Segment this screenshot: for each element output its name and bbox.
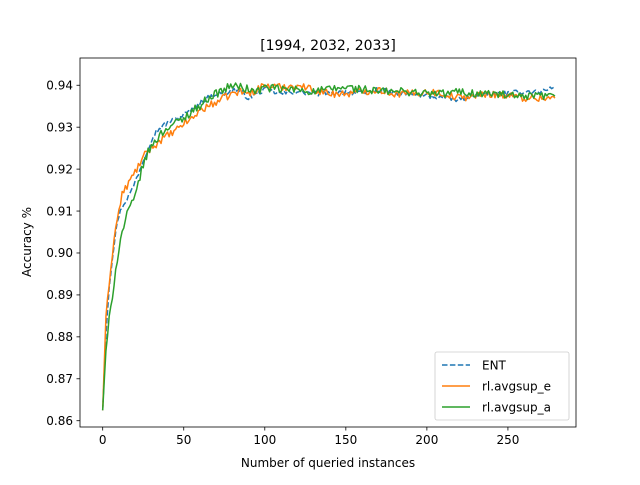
x-tick-label: 50 [176,433,191,447]
legend-box [434,351,570,421]
x-tick-label: 250 [496,433,519,447]
y-tick-label: 0.92 [46,162,73,176]
y-axis-ticks: 0.86 0.87 0.88 0.89 0.90 0.91 0.92 0.93 0.94 [46,78,80,428]
legend-label: rl.avgsup_e [482,379,551,393]
y-tick-label: 0.90 [46,246,73,260]
series-line-ent [101,86,556,411]
series-line-rl-avgsup-a [101,82,556,411]
x-axis-label: Number of queried instances [241,456,415,470]
chart-title: [1994, 2032, 2033] [260,38,396,54]
y-tick-label: 0.88 [46,330,73,344]
x-axis-ticks: 0 50 100 150 200 250 [99,427,519,447]
y-axis-label: Accuracy % [20,207,34,277]
x-tick-label: 200 [415,433,438,447]
plot-frame [79,57,577,428]
x-tick-label: 100 [253,433,276,447]
y-tick-label: 0.86 [46,414,73,428]
y-tick-label: 0.91 [46,204,73,218]
y-tick-label: 0.87 [46,372,73,386]
x-tick-label: 0 [99,433,107,447]
y-tick-label: 0.93 [46,120,73,134]
legend: ENT rl.avgsup_e rl.avgsup_a [434,351,570,421]
y-tick-label: 0.94 [46,78,73,92]
legend-entries: ENT rl.avgsup_e rl.avgsup_a [442,358,551,414]
legend-label: ENT [482,358,507,372]
legend-label: rl.avgsup_a [482,400,551,414]
x-tick-label: 150 [334,433,357,447]
y-tick-label: 0.89 [46,288,73,302]
series-layer [101,82,556,411]
